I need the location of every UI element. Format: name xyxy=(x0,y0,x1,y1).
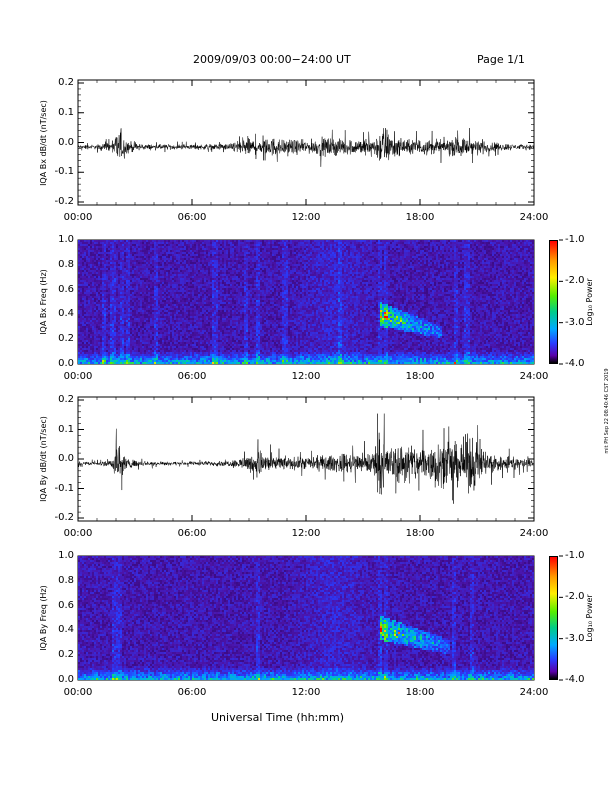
y-tick-label: 0.0 xyxy=(58,453,74,464)
dbdt-trace-1 xyxy=(77,128,535,167)
x-tick-label: 12:00 xyxy=(291,212,321,223)
y-tick-label: 0.0 xyxy=(58,136,74,148)
spectrogram-by xyxy=(78,556,534,680)
x-tick-label: 12:00 xyxy=(291,371,321,382)
y-tick-label: 1.0 xyxy=(58,234,74,245)
y-axis-title-3: IQA By dB/dt (nT/sec) xyxy=(39,416,48,502)
plot-frame-1 xyxy=(77,79,535,206)
x-tick-label: 06:00 xyxy=(177,212,207,223)
x-tick-label: 18:00 xyxy=(405,212,435,223)
x-tick-label: 24:00 xyxy=(519,212,549,223)
y-tick-label: 0.2 xyxy=(58,77,74,88)
colorbar-label-4: Log₁₀ Power xyxy=(585,594,594,642)
x-tick-label: 18:00 xyxy=(405,528,435,539)
x-tick-label: 06:00 xyxy=(177,371,207,382)
colorbar-bx xyxy=(549,240,558,364)
y-tick-label: 0.6 xyxy=(58,283,74,295)
y-tick-label: 0.4 xyxy=(58,308,74,320)
y-tick-label: 0.4 xyxy=(58,624,74,636)
y-tick-label: -0.1 xyxy=(54,166,74,178)
colorbar-tick-label: -1.0 xyxy=(565,234,585,245)
colorbar-tick-label: -4.0 xyxy=(565,674,585,685)
y-tick-label: 0.0 xyxy=(58,674,74,685)
y-tick-label: 0.8 xyxy=(58,574,74,586)
x-tick-label: 06:00 xyxy=(177,687,207,698)
x-tick-label: 24:00 xyxy=(519,528,549,539)
colorbar-tick-label: -2.0 xyxy=(565,591,585,603)
y-tick-label: 0.0 xyxy=(58,358,74,369)
colorbar-by xyxy=(549,556,558,680)
x-tick-label: 00:00 xyxy=(63,687,93,698)
y-tick-label: 1.0 xyxy=(58,550,74,561)
x-tick-label: 00:00 xyxy=(63,371,93,382)
x-tick-label: 18:00 xyxy=(405,371,435,382)
x-tick-label: 12:00 xyxy=(291,687,321,698)
y-tick-label: 0.2 xyxy=(58,333,74,345)
y-tick-label: -0.2 xyxy=(54,512,74,523)
figure-title: 2009/09/03 00:00−24:00 UT xyxy=(193,53,351,66)
colorbar-tick-label: -3.0 xyxy=(565,316,585,328)
timestamp-note: mit PH Sep 22 08:40:46 CST 2019 xyxy=(604,368,610,454)
x-tick-label: 06:00 xyxy=(177,528,207,539)
y-axis-title-1: IQA Bx dB/dt (nT/sec) xyxy=(39,99,48,186)
y-axis-title-2: IQA Bx Freq (Hz) xyxy=(39,269,48,335)
dbdt-trace-3 xyxy=(77,413,535,504)
y-tick-label: -0.1 xyxy=(54,482,74,494)
x-tick-label: 12:00 xyxy=(291,528,321,539)
y-tick-label: -0.2 xyxy=(54,196,74,207)
x-tick-label: 18:00 xyxy=(405,687,435,698)
y-tick-label: 0.1 xyxy=(58,106,74,118)
x-tick-label: 24:00 xyxy=(519,371,549,382)
y-tick-label: 0.6 xyxy=(58,599,74,611)
colorbar-tick-label: -4.0 xyxy=(565,358,585,369)
page-number: Page 1/1 xyxy=(477,53,525,66)
x-tick-label: 24:00 xyxy=(519,687,549,698)
y-tick-label: 0.1 xyxy=(58,423,74,435)
y-tick-label: 0.2 xyxy=(58,394,74,405)
x-tick-label: 00:00 xyxy=(63,528,93,539)
x-axis-title: Universal Time (hh:mm) xyxy=(211,711,344,724)
y-tick-label: 0.2 xyxy=(58,649,74,661)
colorbar-tick-label: -2.0 xyxy=(565,275,585,287)
x-tick-label: 00:00 xyxy=(63,212,93,223)
colorbar-tick-label: -1.0 xyxy=(565,550,585,561)
y-tick-label: 0.8 xyxy=(58,258,74,270)
colorbar-label-2: Log₁₀ Power xyxy=(585,278,594,326)
colorbar-tick-label: -3.0 xyxy=(565,632,585,644)
spectrogram-bx xyxy=(78,240,534,364)
y-axis-title-4: IQA By Freq (Hz) xyxy=(39,585,48,651)
